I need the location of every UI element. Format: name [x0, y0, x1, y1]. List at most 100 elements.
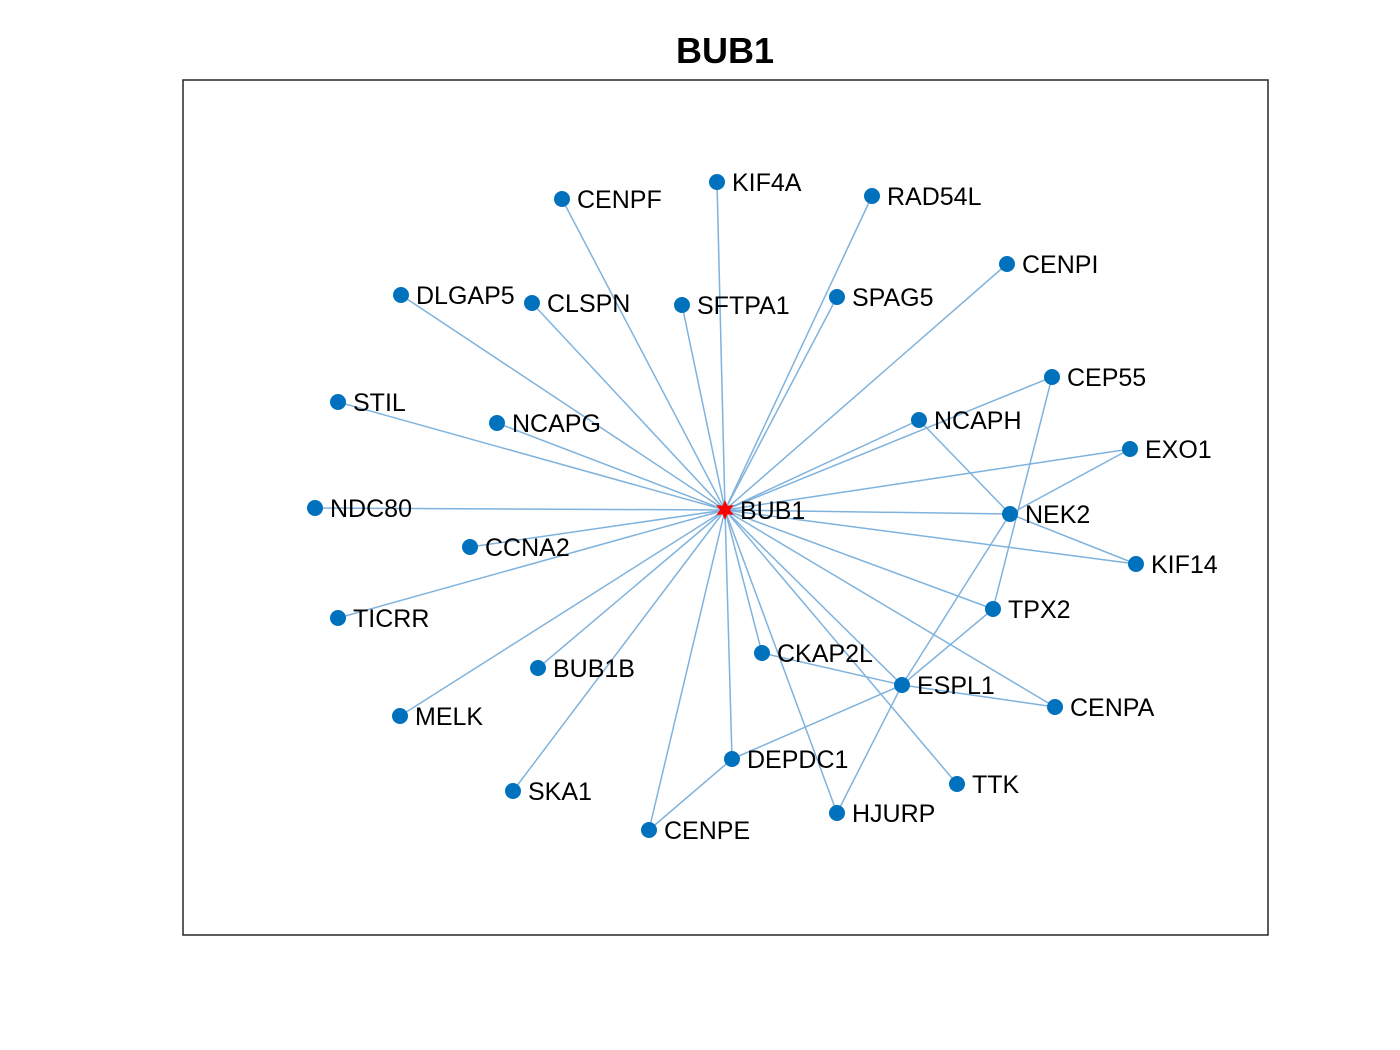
node-label: CCNA2 — [485, 534, 570, 562]
node-cenpi: CENPI — [999, 251, 1098, 279]
node-label: TICRR — [353, 605, 429, 633]
node-label: DEPDC1 — [747, 746, 848, 774]
node-marker — [524, 295, 540, 311]
node-marker — [330, 394, 346, 410]
node-label: RAD54L — [887, 183, 982, 211]
node-marker — [709, 174, 725, 190]
edge-bub1-bub1b — [537, 509, 726, 669]
node-marker — [393, 287, 409, 303]
node-dlgap5: DLGAP5 — [393, 282, 515, 310]
node-label: KIF14 — [1151, 551, 1218, 579]
graph-title: BUB1 — [675, 30, 774, 71]
node-marker — [1047, 699, 1063, 715]
edge-bub1-kif4a — [716, 181, 726, 511]
node-marker — [1128, 556, 1144, 572]
edge-bub1-tpx2 — [724, 509, 994, 610]
edge-bub1-ccna2 — [469, 509, 726, 548]
node-marker — [949, 776, 965, 792]
edge-bub1-kif14 — [724, 509, 1137, 565]
edge-bub1-sftpa1 — [681, 304, 726, 511]
edge-bub1-ticrr — [337, 509, 726, 619]
node-label: KIF4A — [732, 169, 802, 197]
nodes-layer: BUB1 KIF4A CENPF RAD54L CENPI DLGAP5 CLSPN SFTP… — [307, 169, 1218, 845]
node-ndc80: NDC80 — [307, 495, 412, 523]
edge-bub1-exo1 — [724, 448, 1131, 511]
node-label: EXO1 — [1145, 436, 1212, 464]
node-bub1b: BUB1B — [530, 655, 635, 683]
node-marker — [392, 708, 408, 724]
node-marker — [894, 677, 910, 693]
node-sftpa1: SFTPA1 — [674, 292, 790, 320]
node-label: CLSPN — [547, 290, 630, 318]
node-ckap2l: CKAP2L — [754, 640, 873, 668]
edge-bub1-cenpf — [561, 198, 726, 511]
node-clspn: CLSPN — [524, 290, 630, 318]
node-marker — [307, 500, 323, 516]
edge-tpx2-espl1 — [901, 608, 994, 686]
edge-nek2-kif14 — [1009, 513, 1137, 565]
node-label: NDC80 — [330, 495, 412, 523]
node-label: SFTPA1 — [697, 292, 790, 320]
node-ttk: TTK — [949, 771, 1020, 799]
edge-bub1-cenpi — [724, 263, 1008, 511]
node-label: MELK — [415, 703, 483, 731]
edge-bub1-spag5 — [724, 296, 838, 511]
edge-bub1-ska1 — [512, 509, 726, 792]
edge-bub1-ndc80 — [314, 507, 726, 511]
node-marker — [911, 412, 927, 428]
edge-bub1-clspn — [531, 302, 726, 511]
node-marker — [554, 191, 570, 207]
node-marker — [1002, 506, 1018, 522]
edge-exo1-nek2 — [1009, 448, 1131, 515]
edge-espl1-cenpa — [901, 684, 1056, 708]
node-marker — [530, 660, 546, 676]
node-label: CENPF — [577, 186, 662, 214]
node-exo1: EXO1 — [1122, 436, 1212, 464]
edge-bub1-ncapg — [496, 422, 726, 511]
edge-bub1-cenpe — [648, 509, 726, 831]
node-label: BUB1 — [740, 497, 805, 525]
node-ncaph: NCAPH — [911, 407, 1022, 435]
node-nek2: NEK2 — [1002, 501, 1090, 529]
node-tpx2: TPX2 — [985, 596, 1071, 624]
edge-espl1-hjurp — [836, 684, 903, 814]
edge-bub1-stil — [337, 401, 726, 511]
node-marker — [330, 610, 346, 626]
node-label: CENPE — [664, 817, 750, 845]
node-bub1: BUB1 — [716, 497, 805, 525]
node-depdc1: DEPDC1 — [724, 746, 848, 774]
node-stil: STIL — [330, 389, 406, 417]
node-label: BUB1B — [553, 655, 635, 683]
node-label: NCAPH — [934, 407, 1022, 435]
node-marker — [985, 601, 1001, 617]
edge-depdc1-cenpe — [648, 758, 733, 831]
node-ncapg: NCAPG — [489, 410, 601, 438]
node-marker — [999, 256, 1015, 272]
node-marker — [505, 783, 521, 799]
node-label: CKAP2L — [777, 640, 873, 668]
node-label: CEP55 — [1067, 364, 1146, 392]
node-kif4a: KIF4A — [709, 169, 802, 197]
node-marker — [462, 539, 478, 555]
node-label: DLGAP5 — [416, 282, 515, 310]
node-label: CENPI — [1022, 251, 1098, 279]
node-marker — [489, 415, 505, 431]
node-label: SKA1 — [528, 778, 592, 806]
node-marker — [829, 289, 845, 305]
node-label: STIL — [353, 389, 406, 417]
node-ska1: SKA1 — [505, 778, 592, 806]
edge-bub1-ttk — [724, 509, 958, 785]
node-hjurp: HJURP — [829, 800, 935, 828]
edge-bub1-espl1 — [724, 509, 903, 686]
edge-bub1-nek2 — [724, 509, 1011, 515]
edge-espl1-depdc1 — [731, 684, 903, 760]
edge-bub1-hjurp — [724, 509, 838, 814]
edge-ckap2l-espl1 — [761, 652, 903, 686]
node-kif14: KIF14 — [1128, 551, 1218, 579]
node-label: ESPL1 — [917, 672, 995, 700]
edge-bub1-ckap2l — [724, 509, 763, 654]
edges-layer — [314, 181, 1137, 831]
node-cenpa: CENPA — [1047, 694, 1155, 722]
